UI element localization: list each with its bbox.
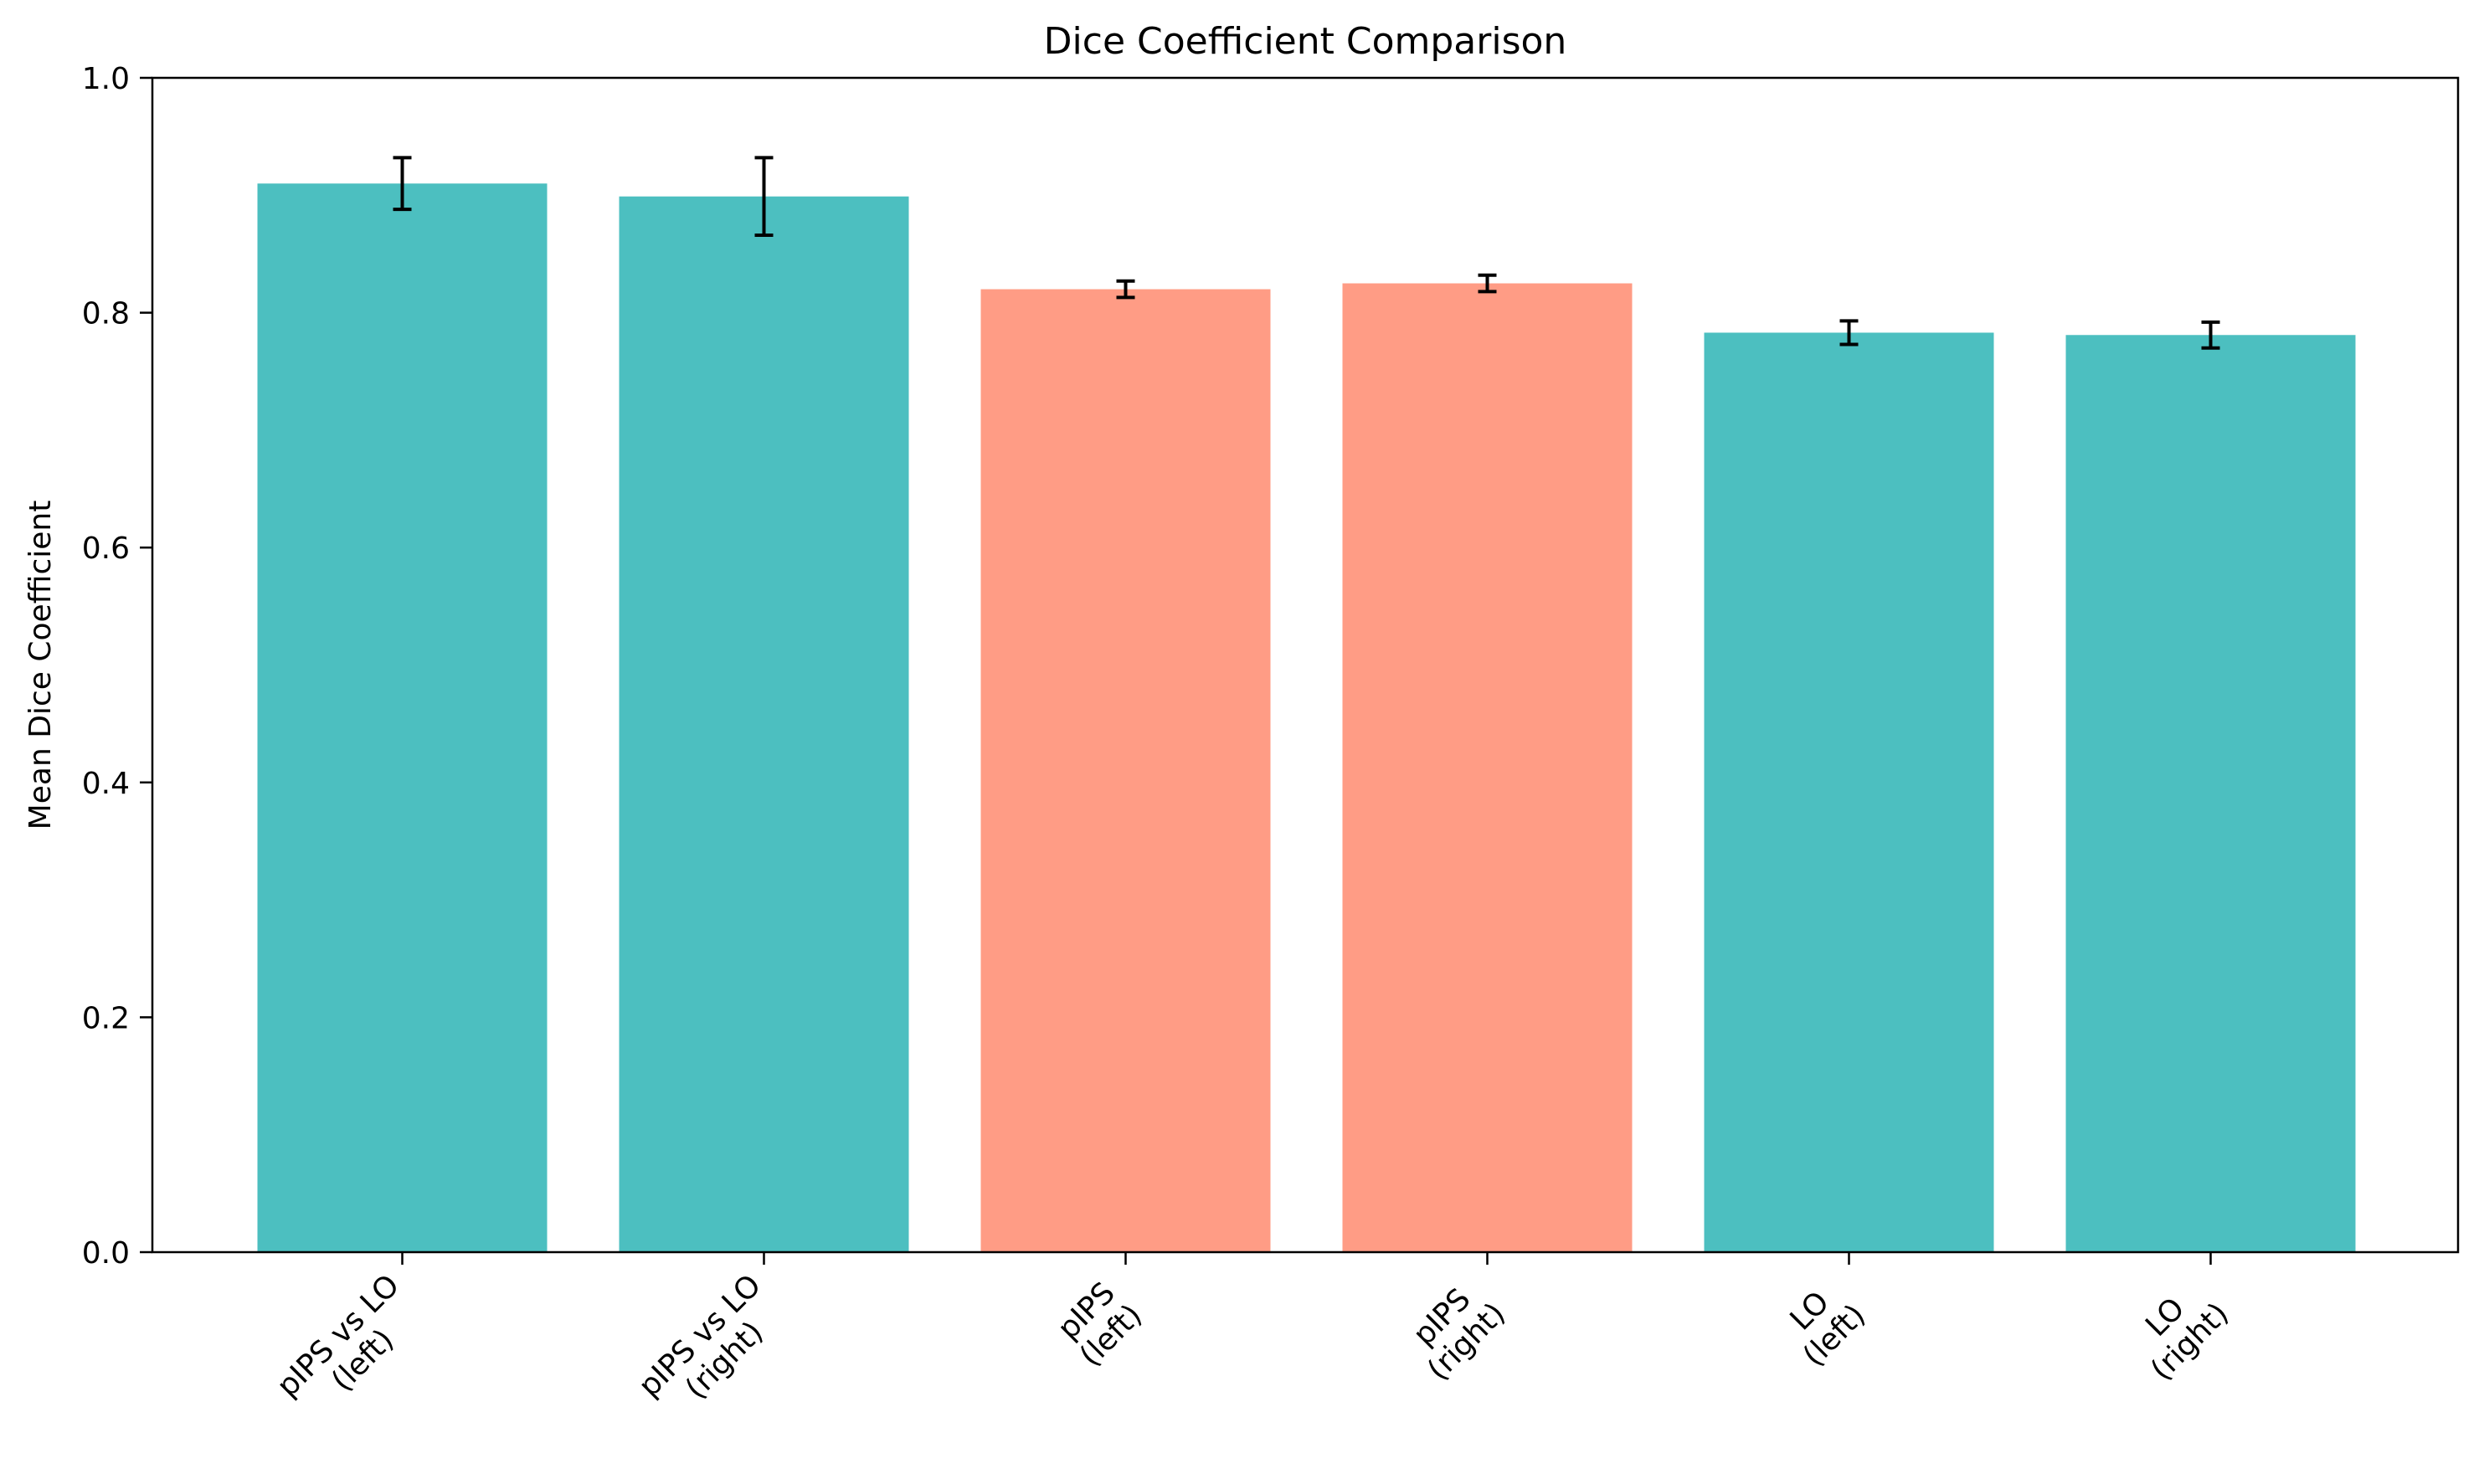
error-bar-2 — [1116, 279, 1135, 300]
y-tick-label-4: 0.8 — [82, 297, 130, 331]
x-tick-label-0: pIPS vs LO(left) — [270, 1268, 430, 1428]
error-bar-5 — [2201, 320, 2220, 350]
bar-1 — [619, 196, 909, 1252]
x-tick-label-5: LO(right) — [2120, 1272, 2235, 1388]
x-tick-label-4: LO(left) — [1772, 1273, 1872, 1373]
bars-group — [257, 183, 2356, 1253]
bar-4 — [1704, 332, 1994, 1253]
error-bar-4 — [1839, 319, 1859, 347]
bar-2 — [980, 289, 1271, 1252]
y-axis-ticks: 0.0 0.2 0.4 0.6 0.8 1.0 — [82, 62, 152, 1271]
error-bar-0 — [393, 156, 412, 212]
y-axis-label: Mean Dice Coefficient — [23, 501, 58, 830]
plot-area-frame — [151, 76, 2460, 1254]
x-tick-label-2: pIPS(left) — [1049, 1273, 1149, 1373]
bar-5 — [2065, 335, 2356, 1253]
y-tick-label-3: 0.6 — [82, 531, 130, 566]
bar-3 — [1342, 283, 1633, 1252]
y-tick-label-0: 0.0 — [82, 1236, 130, 1271]
x-tick-label-3: pIPS(right) — [1396, 1272, 1512, 1388]
y-tick-label-1: 0.2 — [82, 1001, 130, 1035]
y-tick-label-2: 0.4 — [82, 767, 130, 801]
bar-0 — [257, 183, 548, 1252]
error-bars-group — [393, 156, 2220, 350]
chart-title: Dice Coefficient Comparison — [1044, 20, 1567, 63]
x-tick-label-1: pIPS vs LO(right) — [632, 1268, 792, 1428]
y-tick-label-5: 1.0 — [82, 62, 130, 96]
x-axis-ticks: pIPS vs LO(left) pIPS vs LO(right) pIPS(le… — [270, 1252, 2235, 1428]
error-bar-1 — [754, 156, 774, 238]
error-bar-3 — [1478, 273, 1497, 294]
